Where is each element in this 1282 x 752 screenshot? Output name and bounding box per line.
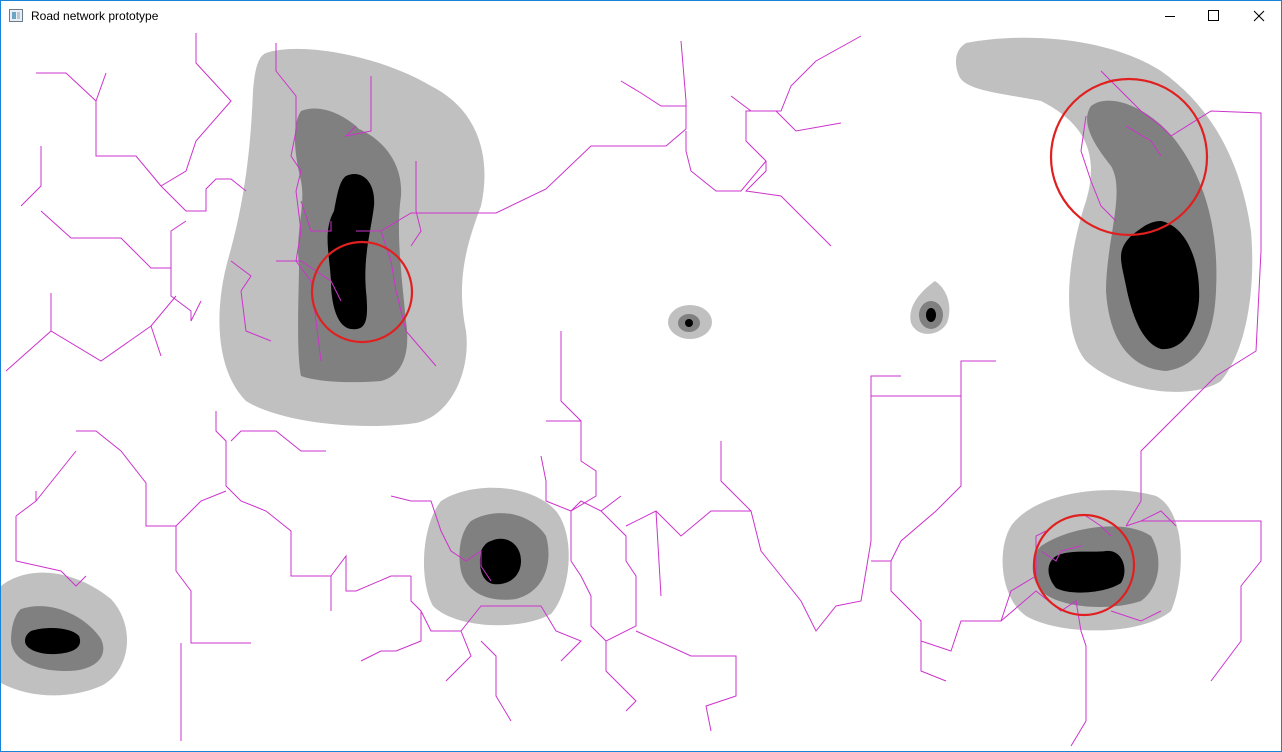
road-segment xyxy=(410,161,422,247)
map-view[interactable] xyxy=(1,31,1281,751)
road-segment xyxy=(5,295,177,372)
density-core-sw xyxy=(25,628,81,655)
highlight-circle-nw xyxy=(310,240,414,344)
road-segment xyxy=(620,80,686,107)
road-segment xyxy=(655,510,662,597)
road-segment xyxy=(356,40,687,232)
minimize-icon xyxy=(1165,16,1175,17)
road-segment xyxy=(570,511,607,642)
road-segment xyxy=(160,33,232,187)
density-core-nw xyxy=(327,174,375,330)
road-segment xyxy=(230,430,326,452)
road-segment xyxy=(1110,610,1162,622)
road-segment xyxy=(480,640,512,722)
road-segment xyxy=(170,268,202,322)
road-segment xyxy=(1040,545,1082,562)
highlight-circle-ne xyxy=(1049,77,1209,237)
road-segment xyxy=(330,554,411,592)
road-segment xyxy=(1085,515,1112,537)
road-segment xyxy=(560,331,597,512)
highlight-circle-se xyxy=(1032,513,1136,617)
road-segment xyxy=(36,72,247,212)
density-core-c1 xyxy=(685,319,693,327)
density-high-layer xyxy=(25,174,1200,655)
road-segment xyxy=(35,450,77,502)
road-segment xyxy=(871,530,1047,652)
density-core-ne xyxy=(1121,221,1200,350)
minimize-button[interactable] xyxy=(1147,1,1193,31)
road-segment xyxy=(175,526,251,644)
road-network xyxy=(5,33,1262,747)
road-segment xyxy=(360,576,422,662)
road-segment xyxy=(730,95,752,112)
density-core-se xyxy=(1048,550,1125,593)
road-segment xyxy=(920,641,947,682)
map-canvas[interactable] xyxy=(1,31,1281,751)
road-segment xyxy=(685,35,862,192)
road-segment xyxy=(871,396,962,562)
road-segment xyxy=(380,230,437,367)
density-core-c2 xyxy=(926,308,936,322)
close-button[interactable] xyxy=(1236,1,1281,31)
road-segment xyxy=(275,43,322,362)
road-segment xyxy=(540,605,582,662)
road-segment xyxy=(1000,590,1087,747)
road-segment xyxy=(390,495,492,582)
road-segment xyxy=(1080,115,1117,222)
road-segment xyxy=(20,146,42,207)
road-segment xyxy=(95,72,107,102)
road-segment xyxy=(300,200,332,232)
road-segment xyxy=(76,430,227,527)
road-segment xyxy=(600,510,637,712)
title-bar[interactable]: Road network prototype xyxy=(1,1,1281,31)
road-segment xyxy=(540,455,622,512)
window-title: Road network prototype xyxy=(31,9,159,23)
road-segment xyxy=(720,441,752,512)
road-segment xyxy=(344,76,372,137)
road-segment xyxy=(635,630,737,732)
road-segment xyxy=(775,110,842,132)
road-segment xyxy=(445,630,472,682)
road-segment xyxy=(1100,70,1262,527)
road-segment xyxy=(1125,125,1162,157)
road-segment xyxy=(215,411,332,611)
road-segment xyxy=(150,325,162,357)
road-segment xyxy=(1140,510,1177,527)
maximize-icon xyxy=(1208,10,1219,21)
road-segment xyxy=(744,161,832,247)
density-core-sc xyxy=(479,538,521,585)
road-segment xyxy=(40,210,187,269)
road-segment xyxy=(15,491,37,517)
highlight-markers xyxy=(310,77,1209,617)
road-segment xyxy=(15,516,87,587)
road-segment xyxy=(625,375,901,632)
road-segment xyxy=(871,360,996,397)
road-segment xyxy=(230,260,272,342)
close-icon xyxy=(1253,10,1265,22)
app-window-icon xyxy=(9,9,23,22)
maximize-button[interactable] xyxy=(1193,1,1239,31)
